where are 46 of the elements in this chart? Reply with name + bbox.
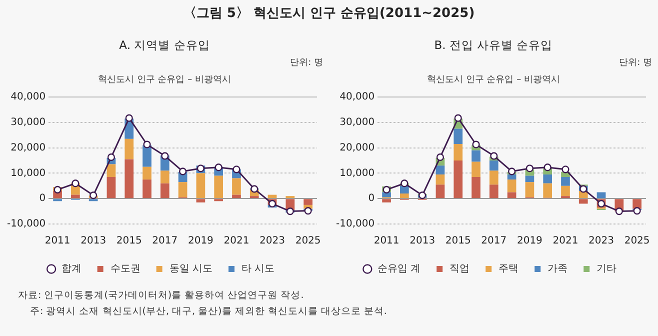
chart-title: B. 전입 사유별 순유입 (433, 38, 554, 53)
x-tick-label: 2019 (188, 236, 214, 247)
y-tick-label: 10,000 (340, 168, 375, 179)
x-tick-label: 2017 (152, 236, 178, 247)
chart-title: A. 지역별 순유입 (118, 38, 211, 53)
x-tick-label: 2019 (516, 236, 542, 247)
chart-subtitle: 혁신도시 인구 순유입 – 비광역시 (97, 74, 232, 86)
legend-label: 합계 (61, 264, 82, 275)
y-tick-label: 20,000 (10, 142, 46, 154)
x-tick-label: 2011 (374, 236, 400, 247)
y-tick-label: 30,000 (340, 116, 375, 128)
x-tick-label: 2025 (624, 236, 650, 247)
x-tick-label: 2015 (116, 236, 142, 247)
y-tick-label: 0 (368, 193, 375, 204)
text: 자료: 인구이동통계(국가데이터처)를 활용하여 산업연구원 작성. (18, 289, 305, 303)
legend-label: 순유입 계 (377, 264, 421, 275)
y-tick-label: 40,000 (10, 92, 46, 103)
legend-label: 기타 (596, 264, 617, 275)
y-tick-label: 40,000 (340, 92, 375, 103)
y-tick-label: -10,000 (336, 218, 375, 230)
y-tick-label: 30,000 (10, 116, 46, 128)
x-tick-label: 2015 (445, 236, 471, 247)
x-tick-label: 2021 (552, 236, 578, 247)
legend-label: 동일 시도 (169, 264, 213, 275)
legend-label: 가족 (548, 264, 568, 275)
legend-label: 직업 (450, 264, 470, 275)
x-tick-label: 2023 (588, 236, 614, 247)
legend-label: 주택 (498, 264, 519, 275)
x-tick-label: 2021 (224, 236, 250, 247)
x-tick-label: 2017 (481, 236, 507, 247)
legend-label: 타 시도 (242, 264, 275, 275)
text: 단위: 명 (619, 57, 652, 69)
y-tick-label: 10,000 (10, 168, 46, 179)
x-tick-label: 2013 (410, 236, 436, 247)
legend-label: 수도권 (110, 264, 140, 275)
x-tick-label: 2023 (260, 236, 285, 247)
text: 단위: 명 (290, 57, 323, 69)
text: 〈그림 5〉 혁신도시 인구 순유입(2011~2025) (182, 5, 476, 22)
x-tick-label: 2011 (44, 236, 70, 247)
y-tick-label: 20,000 (340, 142, 375, 154)
y-tick-label: 0 (39, 193, 46, 204)
x-tick-label: 2013 (80, 236, 106, 247)
text: 주: 광역시 소재 혁신도시(부산, 대구, 울산)를 제외한 혁신도시를 대상으로 분석. (29, 305, 387, 319)
y-tick-label: -10,000 (6, 218, 46, 230)
chart-subtitle: 혁신도시 인구 순유입 – 비광역시 (426, 74, 561, 86)
x-tick-label: 2025 (295, 236, 321, 247)
